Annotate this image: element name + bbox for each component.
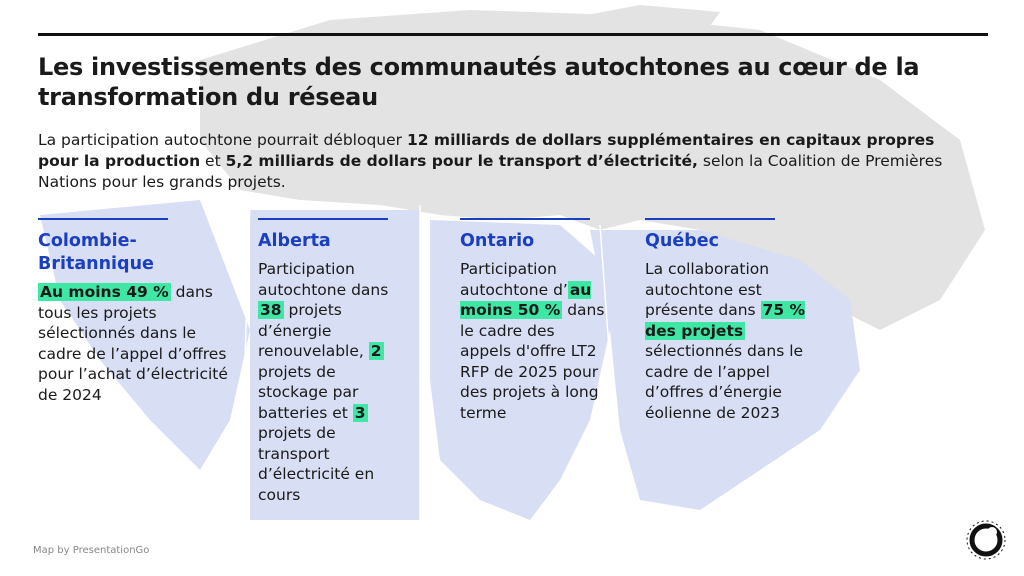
region-column: Ontario Participation autochtone d’ au moi… [460,218,610,423]
text: dans le cadre des appels d'offre LT2 RFP… [460,301,605,422]
region-body: Participation autochtone d’ au moins 50 %… [460,259,610,423]
text: La collaboration autochtone est présente… [645,260,770,319]
highlight-text: 38 [258,301,284,319]
text: projets de transport d’électricité en co… [258,424,375,504]
column-rule [645,218,775,220]
highlight-text: 3 [352,403,368,422]
text: Participation autochtone dans [258,260,389,299]
region-heading: Alberta [258,231,331,251]
region-body: Participation autochtone dans 38 projets… [258,259,406,505]
text: et [200,152,226,170]
logo [966,520,1006,560]
region-column: Colombie-Britannique Au moins 49 % dans t… [38,218,228,405]
column-rule [258,218,388,220]
footer: Map by PresentationGo [33,545,150,556]
top-rule [38,33,988,36]
column-rule [460,218,590,220]
map-gray [200,5,985,330]
column-rule [38,218,168,220]
highlight-text: 2 [368,342,384,360]
text: selon la Coalition de Premières Nations … [38,152,943,191]
region-body: Au moins 49 % dans tous les projets séle… [38,282,228,405]
text: La participation autochtone pourrait déb… [38,131,407,149]
bold-text: 5,2 milliards de dollars pour le transpo… [225,152,698,170]
region-column: Alberta Participation autochtone dans 38 … [258,218,406,505]
map-blue [40,200,860,520]
map-borders [239,199,621,521]
region-body: La collaboration autochtone est présente… [645,259,821,423]
bold-text: 12 milliards de dollars supplémentaires … [38,131,935,170]
text: dans tous les projets sélectionnés dans … [38,283,228,404]
intro: La participation autochtone pourrait déb… [38,130,958,193]
region-heading: Québec [645,231,719,251]
text: projets d’énergie renouvelable, [258,301,369,360]
text: projets de stockage par batteries et [258,362,359,422]
region-column: Québec La collaboration autochtone est pr… [645,218,821,423]
region-heading: Ontario [460,231,535,251]
text: sélectionnés dans le cadre de l’appel d’… [645,342,804,422]
highlight-text: Au moins 49 % [38,283,171,301]
text: Participation autochtone d’ [460,260,568,299]
title: Les investissements des communautés auto… [38,53,920,111]
region-heading: Colombie-Britannique [38,231,154,274]
